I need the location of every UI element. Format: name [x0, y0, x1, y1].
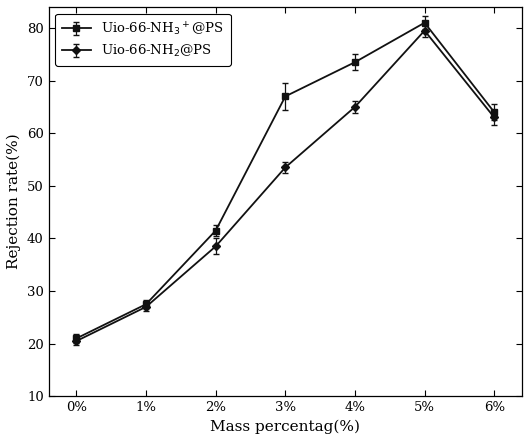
X-axis label: Mass percentag(%): Mass percentag(%) [211, 420, 360, 434]
Legend: Uio-66-NH$_3$$^+$@PS, Uio-66-NH$_2$@PS: Uio-66-NH$_3$$^+$@PS, Uio-66-NH$_2$@PS [55, 14, 231, 66]
Y-axis label: Rejection rate(%): Rejection rate(%) [7, 134, 21, 269]
